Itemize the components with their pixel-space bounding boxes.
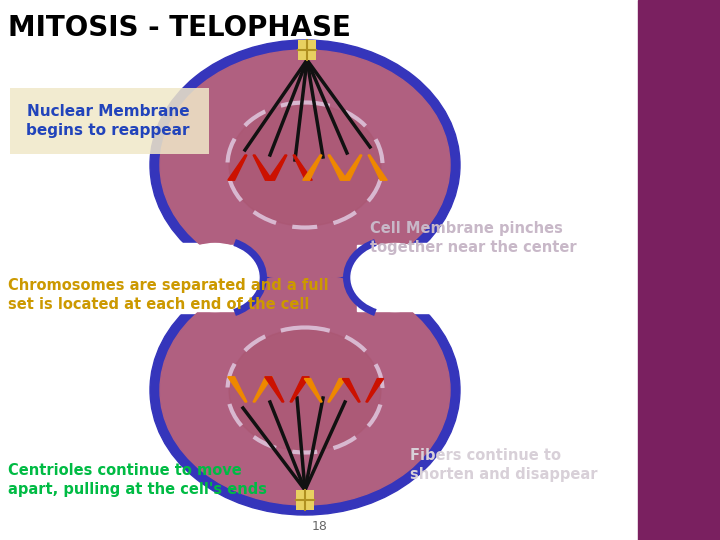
Polygon shape	[302, 155, 322, 180]
Ellipse shape	[229, 329, 381, 451]
Polygon shape	[328, 155, 347, 180]
Bar	[145, 245, 238, 310]
FancyBboxPatch shape	[10, 88, 209, 154]
Polygon shape	[305, 379, 322, 402]
Polygon shape	[253, 155, 272, 180]
Polygon shape	[293, 155, 312, 180]
Ellipse shape	[150, 40, 460, 290]
Polygon shape	[265, 377, 284, 402]
Polygon shape	[366, 379, 384, 402]
Ellipse shape	[171, 244, 259, 312]
Text: MITOSIS - TELOPHASE: MITOSIS - TELOPHASE	[8, 14, 351, 42]
Bar	[357, 245, 450, 310]
Bar	[145, 242, 235, 313]
Polygon shape	[253, 377, 272, 402]
FancyBboxPatch shape	[298, 40, 316, 60]
FancyBboxPatch shape	[296, 490, 314, 510]
Polygon shape	[342, 379, 360, 402]
Text: Centrioles continue to move
apart, pulling at the cell's ends: Centrioles continue to move apart, pulli…	[8, 463, 267, 497]
Polygon shape	[328, 379, 346, 402]
Text: 18: 18	[312, 519, 328, 532]
Polygon shape	[343, 155, 362, 180]
Polygon shape	[228, 377, 247, 402]
Text: Nuclear Membrane
begins to reappear: Nuclear Membrane begins to reappear	[26, 104, 190, 138]
Bar	[360, 242, 450, 313]
Text: Chromosomes are separated and a full
set is located at each end of the cell: Chromosomes are separated and a full set…	[8, 278, 328, 313]
Ellipse shape	[160, 50, 450, 280]
Polygon shape	[268, 155, 287, 180]
Ellipse shape	[160, 275, 450, 505]
Ellipse shape	[351, 244, 439, 312]
Polygon shape	[368, 155, 387, 180]
Text: Cell Membrane pinches
together near the center: Cell Membrane pinches together near the …	[370, 221, 577, 255]
Polygon shape	[290, 377, 310, 402]
Polygon shape	[228, 155, 247, 180]
Text: Fibers continue to
shorten and disappear: Fibers continue to shorten and disappear	[410, 448, 598, 482]
Ellipse shape	[229, 104, 381, 226]
Bar	[638, 0, 720, 540]
Ellipse shape	[150, 265, 460, 515]
